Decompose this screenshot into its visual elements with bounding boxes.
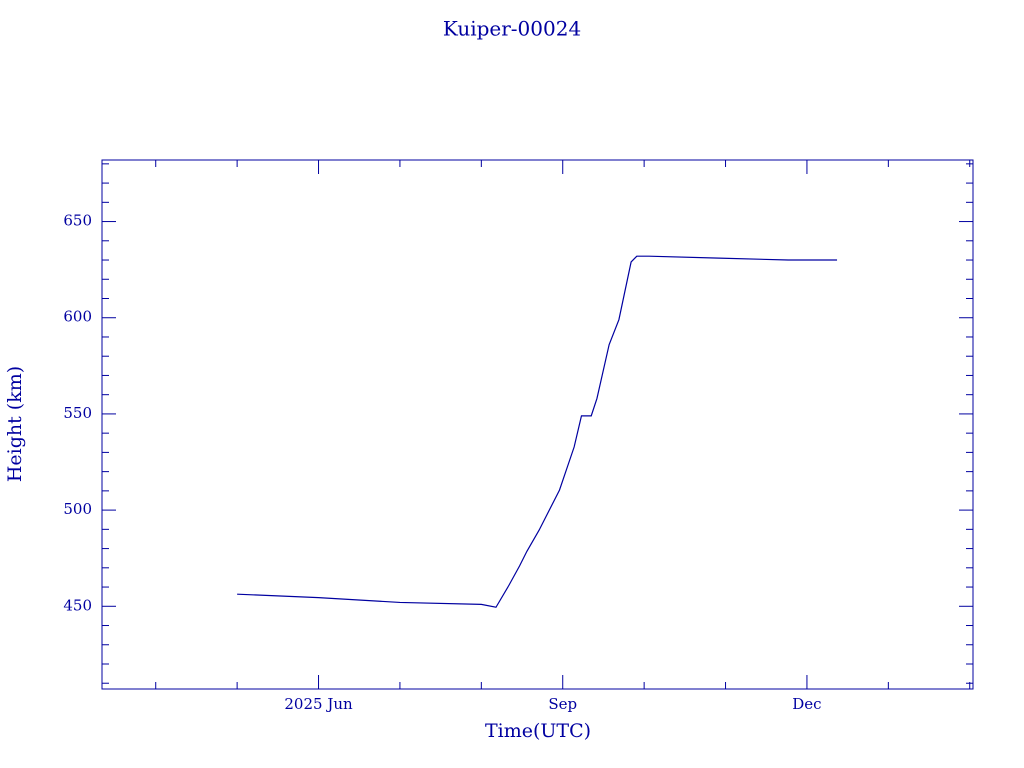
y-tick-label: 450 xyxy=(63,596,92,614)
x-tick-label: Sep xyxy=(548,695,577,713)
plot-frame xyxy=(101,159,974,690)
y-tick-label: 600 xyxy=(63,308,92,326)
x-tick-label: Dec xyxy=(792,695,821,713)
data-line xyxy=(237,255,838,608)
y-tick-label: 650 xyxy=(63,212,92,230)
y-tick-label: 500 xyxy=(63,500,92,518)
y-axis-label: Height (km) xyxy=(4,366,26,482)
x-tick-label: 2025 Jun xyxy=(284,695,353,713)
chart-title: Kuiper-00024 xyxy=(443,17,581,41)
x-axis-label: Time(UTC) xyxy=(485,720,591,742)
y-tick-label: 550 xyxy=(63,404,92,422)
